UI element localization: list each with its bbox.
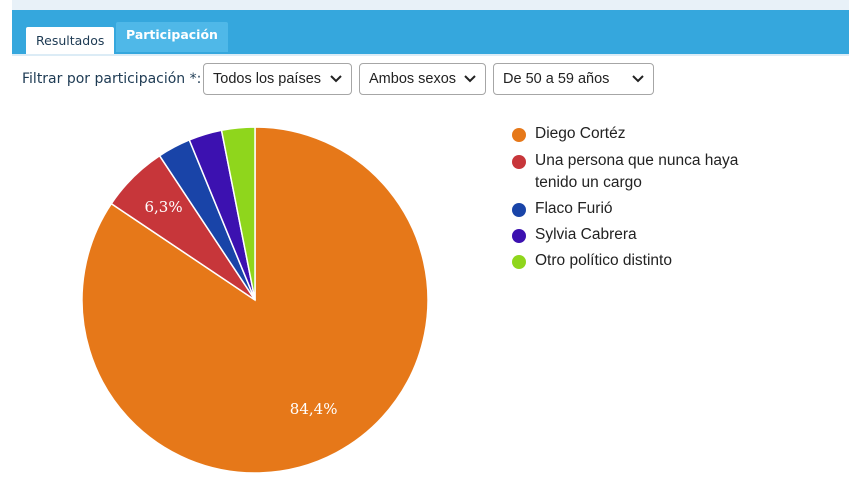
sex-select-value: Ambos sexos — [369, 71, 457, 87]
pie-slice-label-0: 84,4% — [290, 400, 338, 418]
sex-select[interactable]: Ambos sexos — [359, 63, 486, 95]
legend-item-label: Diego Cortéz — [535, 125, 626, 142]
legend-item-label: Sylvia Cabrera — [535, 226, 637, 243]
tab-bar: Resultados Participación — [12, 10, 849, 56]
tab-participacion[interactable]: Participación — [116, 22, 228, 52]
legend-dot-icon — [512, 203, 526, 217]
filter-label: Filtrar por participación *: — [22, 71, 202, 87]
pie-slice-label-1: 6,3% — [144, 198, 182, 216]
legend-dot-icon — [512, 128, 526, 142]
tab-resultados[interactable]: Resultados — [26, 27, 115, 54]
legend-item-label: Una persona que nunca haya tenido un car… — [535, 152, 739, 191]
country-select[interactable]: Todos los países — [203, 63, 352, 95]
top-strip — [12, 0, 849, 10]
age-select[interactable]: De 50 a 59 años — [493, 63, 654, 95]
legend-item-label: Flaco Furió — [535, 200, 613, 217]
country-select-value: Todos los países — [213, 71, 322, 87]
legend-dot-icon — [512, 155, 526, 169]
chevron-down-icon — [632, 75, 644, 83]
pie-chart: 84,4% 6,3% — [81, 126, 429, 474]
legend-item-label: Otro político distinto — [535, 252, 672, 269]
age-select-value: De 50 a 59 años — [503, 71, 610, 87]
chevron-down-icon — [464, 75, 476, 83]
pie-slice-4[interactable] — [220, 126, 256, 301]
legend-dot-icon — [512, 255, 526, 269]
chevron-down-icon — [330, 75, 342, 83]
legend-dot-icon — [512, 229, 526, 243]
